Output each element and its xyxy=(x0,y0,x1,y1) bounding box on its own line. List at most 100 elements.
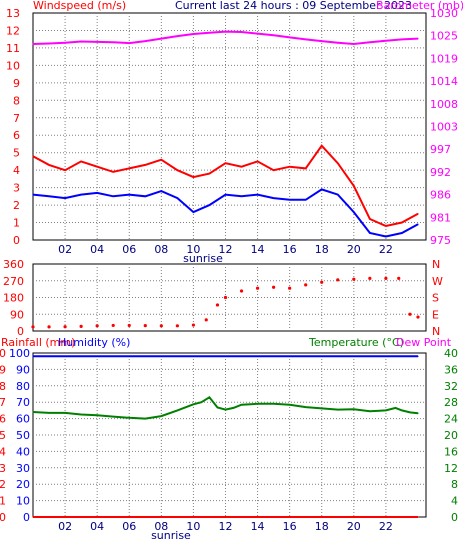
wind-gust-line-point-11 xyxy=(208,173,211,175)
windspeed-tick-2: 2 xyxy=(13,199,20,212)
rainfall-tick-2: 2 xyxy=(0,478,6,491)
humidity-tick-6: 60 xyxy=(16,413,30,426)
temperature-line-point-16 xyxy=(240,404,243,406)
temperature-tick-1: 4 xyxy=(451,495,458,508)
wind-gust-line-point-18 xyxy=(321,145,323,147)
barometer-line-point-12 xyxy=(224,30,227,33)
barometer-tick-7: 1014 xyxy=(430,75,458,88)
direction-point-22 xyxy=(368,276,372,280)
windspeed-tick-1: 1 xyxy=(13,217,20,230)
direction-point-12 xyxy=(215,303,220,307)
temperature-tick-6: 24 xyxy=(444,413,458,426)
temperature-line-point-29 xyxy=(417,412,419,414)
humidity-line-point-0 xyxy=(32,355,34,357)
direction-grid xyxy=(33,264,426,331)
direction-point-11 xyxy=(204,318,208,322)
humidity-tick-8: 80 xyxy=(16,380,30,393)
wind-gust-line-point-19 xyxy=(337,162,339,164)
wind-gust-line-point-2 xyxy=(64,169,66,171)
windspeed-tick-9: 9 xyxy=(13,77,20,90)
temperature-axis: 0 4 8 12 16 20 24 28 32 36 40 xyxy=(444,347,458,524)
direction-point-16 xyxy=(272,285,276,289)
direction-plot-frame xyxy=(32,263,427,332)
humidity-title: Humidity (%) xyxy=(58,336,130,349)
wind-x-tick-5: 12 xyxy=(218,243,232,256)
barometer-axis: 975 981 986 992 997 1003 1008 1014 1019 1025 1030 xyxy=(430,7,458,247)
temperature-line-point-10 xyxy=(192,403,195,405)
barometer-line-point-15 xyxy=(273,34,275,36)
barometer-title: Barometer (mb) xyxy=(376,0,463,12)
wind-average-line-point-6 xyxy=(128,194,130,196)
wind-average-line-point-14 xyxy=(256,194,259,196)
direction-point-4 xyxy=(95,324,99,328)
barometer-tick-8: 1019 xyxy=(430,52,458,65)
temperature-line-point-13 xyxy=(216,406,219,409)
humidity-line-point-1 xyxy=(417,355,419,357)
wind-average-line-point-11 xyxy=(208,204,211,206)
barometer-line-point-2 xyxy=(64,42,66,44)
wind-average-line-point-19 xyxy=(337,194,339,196)
direction-point-23 xyxy=(384,276,388,280)
direction-point-7 xyxy=(143,324,147,328)
direction-point-8 xyxy=(159,324,163,328)
barometer-line-point-0 xyxy=(32,43,34,45)
temperature-line-point-5 xyxy=(112,415,114,418)
climate-x-tick-0: 02 xyxy=(58,520,72,533)
temperature-tick-3: 12 xyxy=(444,462,458,475)
windspeed-tick-10: 10 xyxy=(6,59,20,72)
wind-average-line-point-17 xyxy=(305,199,307,201)
barometer-line-point-19 xyxy=(337,42,339,44)
wind-gust-line-point-4 xyxy=(96,166,98,168)
wind-gust-line-point-5 xyxy=(112,171,114,173)
barometer-line-point-14 xyxy=(256,33,259,35)
temperature-line-point-11 xyxy=(200,401,203,403)
direction-point-9 xyxy=(175,324,179,328)
barometer-line-point-18 xyxy=(321,40,323,42)
wind-x-tick-3: 08 xyxy=(154,243,168,256)
wind-average-line-point-24 xyxy=(417,223,419,225)
windspeed-tick-8: 8 xyxy=(13,94,20,107)
wind-gust-line-point-0 xyxy=(32,155,34,157)
direction-point-0 xyxy=(31,325,35,329)
wind-gust-line-point-3 xyxy=(80,160,82,163)
wind-x-tick-7: 16 xyxy=(283,243,297,256)
temperature-line-point-18 xyxy=(273,403,275,405)
direction-point-13 xyxy=(223,295,228,300)
barometer-line-point-17 xyxy=(305,38,307,41)
barometer-line-point-13 xyxy=(240,31,243,33)
rainfall-axis: 0 1 2 3 4 5 6 7 8 9 10 xyxy=(0,347,6,524)
rainfall-tick-0: 0 xyxy=(0,511,6,524)
windspeed-title: Windspeed (m/s) xyxy=(33,0,126,12)
wind-x-tick-9: 20 xyxy=(347,243,361,256)
humidity-tick-10: 100 xyxy=(9,347,30,360)
barometer-line-point-6 xyxy=(128,42,130,44)
wind-average-line-point-3 xyxy=(80,194,82,196)
wind-x-tick-6: 14 xyxy=(251,243,265,256)
direction-point-25 xyxy=(408,312,412,316)
direction-point-1 xyxy=(47,325,51,329)
windspeed-tick-11: 11 xyxy=(6,42,20,55)
barometer-line-point-23 xyxy=(401,38,403,41)
rainfall-tick-10: 10 xyxy=(0,347,6,360)
wind-x-tick-8: 18 xyxy=(315,243,329,256)
direction-point-19 xyxy=(320,280,324,284)
direction-degree-tick-0: 0 xyxy=(17,325,24,338)
temperature-line-point-24 xyxy=(369,410,371,412)
temperature-line-point-4 xyxy=(96,414,98,416)
barometer-line-point-9 xyxy=(176,35,178,37)
wind-average-line-point-5 xyxy=(112,195,114,197)
climate-plot-frame xyxy=(32,352,427,518)
temperature-line-point-19 xyxy=(289,404,291,406)
wind-gust-line-point-20 xyxy=(353,185,355,187)
direction-degree-tick-1: 90 xyxy=(10,308,24,321)
windspeed-tick-4: 4 xyxy=(13,164,20,177)
temperature-line-point-28 xyxy=(409,411,411,414)
humidity-tick-3: 30 xyxy=(16,462,30,475)
barometer-line-point-21 xyxy=(369,41,371,43)
wind-series xyxy=(32,30,419,238)
rainfall-tick-1: 1 xyxy=(0,495,6,508)
barometer-tick-6: 1008 xyxy=(430,98,458,111)
